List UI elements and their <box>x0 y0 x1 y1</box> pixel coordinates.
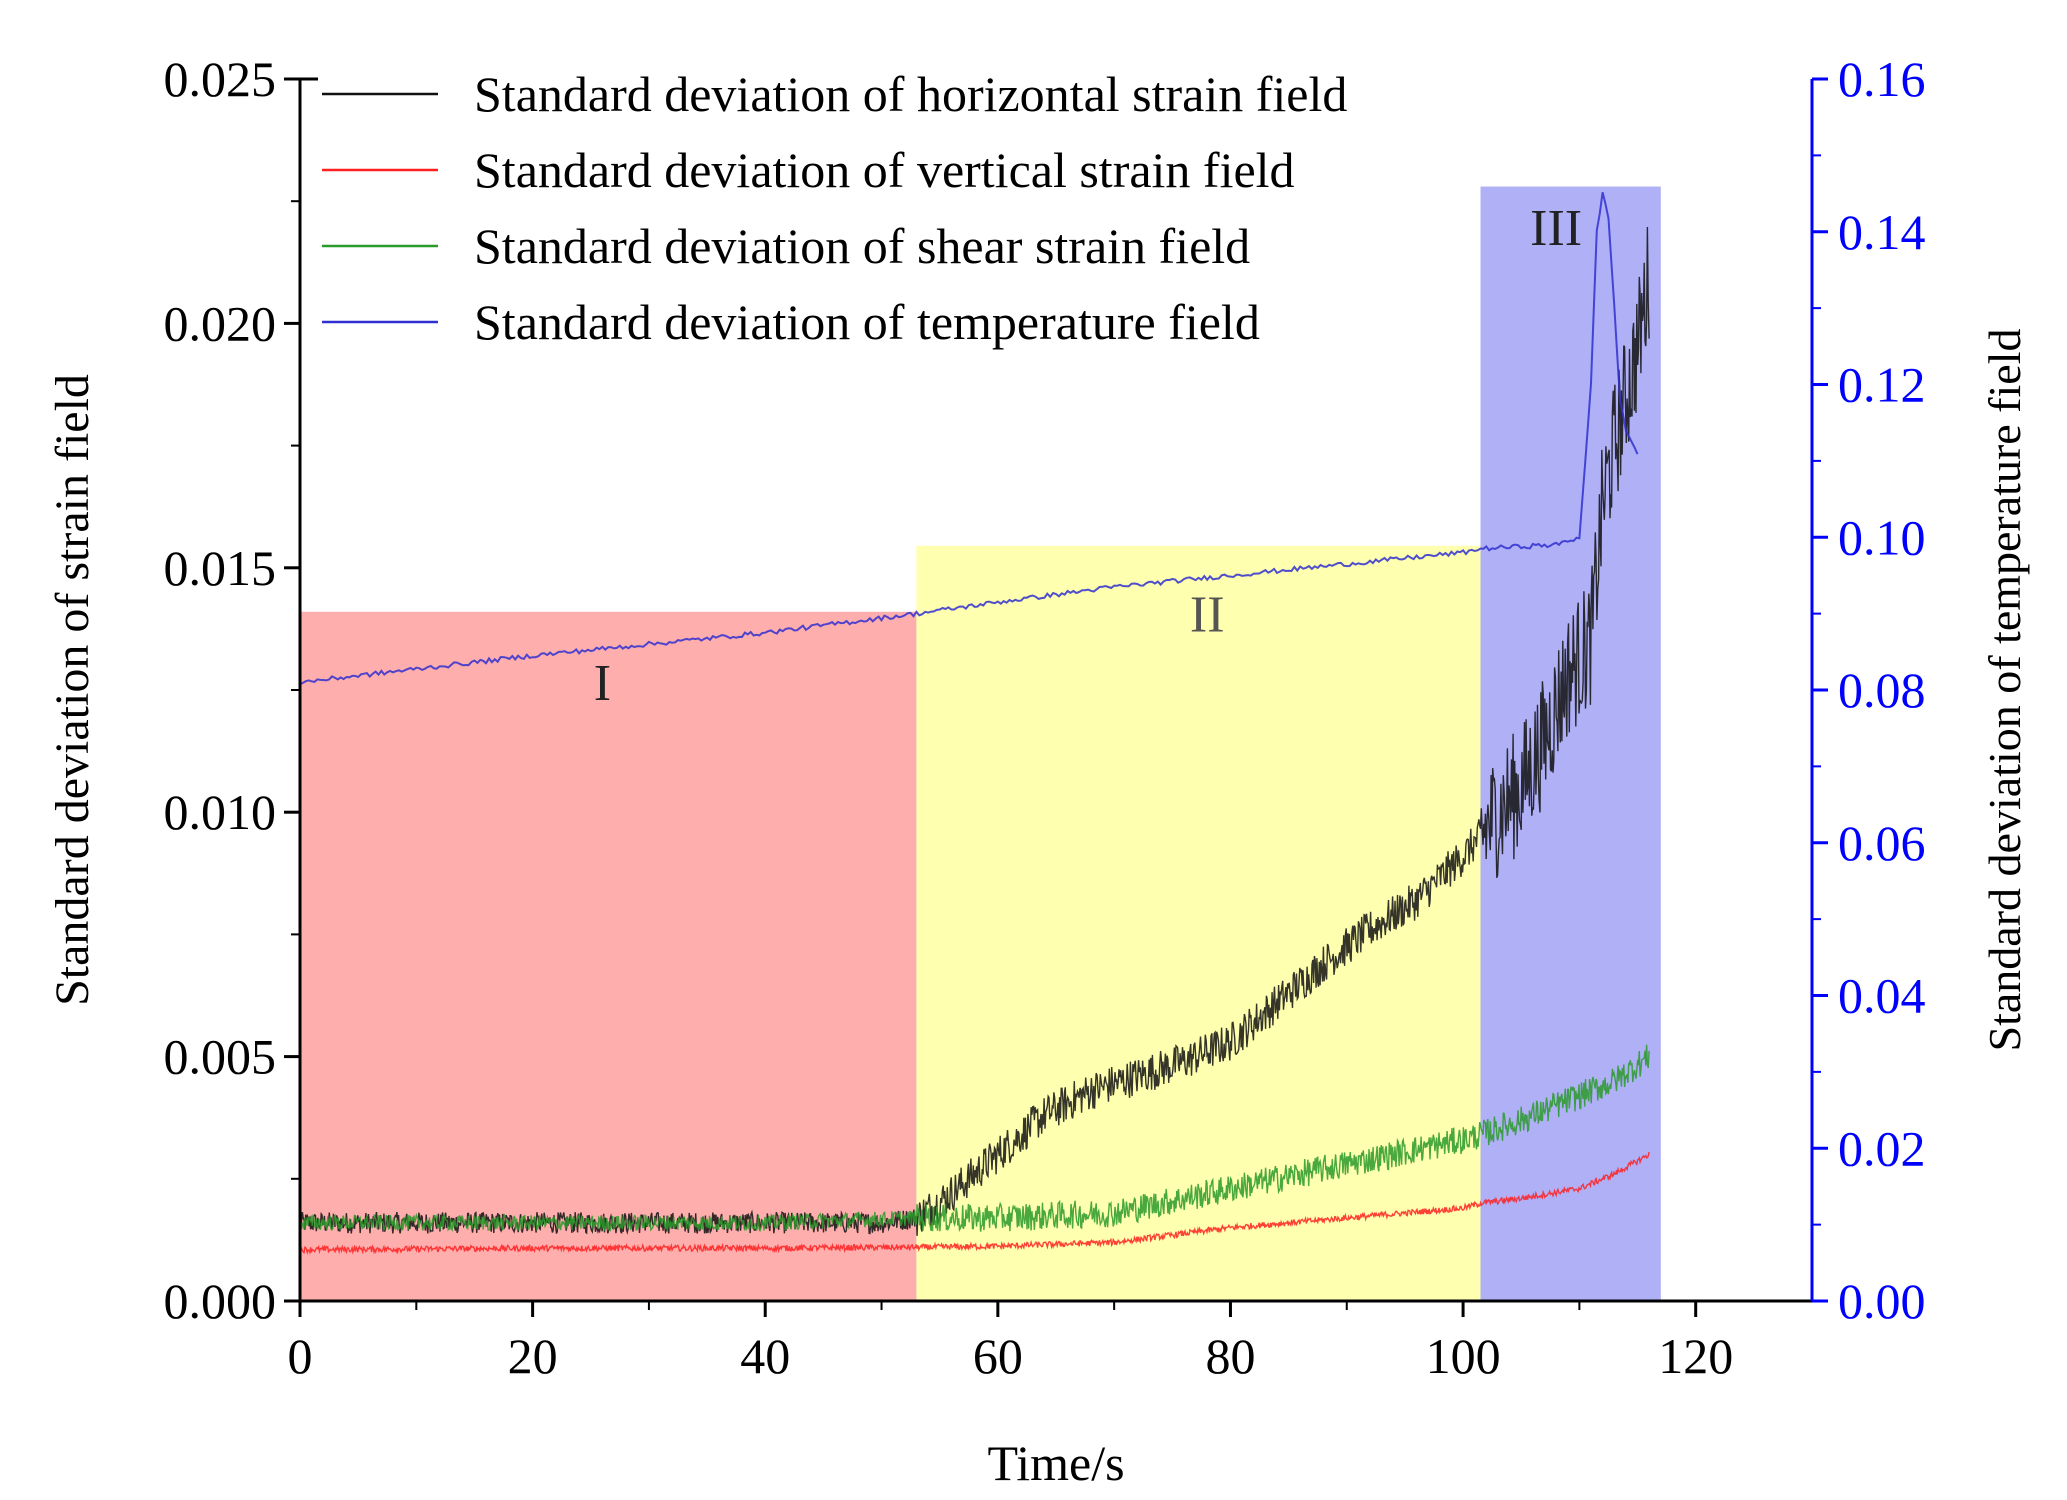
y2-tick-label: 0.04 <box>1838 968 1926 1024</box>
regions-layer <box>300 186 1661 1301</box>
y2-tick-label: 0.10 <box>1838 509 1926 565</box>
y-tick-label: 0.005 <box>164 1029 277 1085</box>
y2-tick-label: 0.12 <box>1838 357 1926 413</box>
y-tick-label: 0.000 <box>164 1273 277 1329</box>
y2-tick-label: 0.00 <box>1838 1273 1926 1329</box>
y2-tick-label: 0.08 <box>1838 662 1926 718</box>
legend-label-4: Standard deviation of temperature field <box>474 294 1260 350</box>
series-layer <box>299 192 1650 1255</box>
y2-tick-label: 0.06 <box>1838 815 1926 871</box>
region-III <box>1480 186 1661 1301</box>
x-tick-label: 120 <box>1658 1328 1733 1384</box>
y-tick-label: 0.025 <box>164 51 277 107</box>
y-axis-label: Standard deviation of strain field <box>46 374 99 1006</box>
x-axis-label: Time/s <box>987 1435 1124 1491</box>
y2-tick-label: 0.14 <box>1838 204 1926 260</box>
x-tick-label: 60 <box>973 1328 1023 1384</box>
region-label-II: II <box>1190 586 1225 643</box>
series-line-3 <box>299 1044 1650 1233</box>
x-tick-label: 80 <box>1205 1328 1255 1384</box>
legend: Standard deviation of horizontal strain … <box>322 66 1347 350</box>
legend-label-2: Standard deviation of vertical strain fi… <box>474 142 1295 198</box>
region-label-III: III <box>1530 200 1582 257</box>
x-tick-label: 100 <box>1426 1328 1501 1384</box>
series-line-2 <box>299 1151 1650 1255</box>
x-tick-label: 20 <box>508 1328 558 1384</box>
y2-tick-label: 0.16 <box>1838 51 1926 107</box>
y2-axis-label: Standard deviation of temperature field <box>1979 329 2030 1052</box>
y-tick-label: 0.010 <box>164 784 277 840</box>
x-tick-label: 40 <box>740 1328 790 1384</box>
region-I <box>300 611 917 1301</box>
y2-tick-label: 0.02 <box>1838 1120 1926 1176</box>
legend-label-3: Standard deviation of shear strain field <box>474 218 1250 274</box>
x-tick-label: 0 <box>288 1328 313 1384</box>
y-tick-label: 0.015 <box>164 540 277 596</box>
legend-label-1: Standard deviation of horizontal strain … <box>474 66 1347 122</box>
y-tick-label: 0.020 <box>164 295 277 351</box>
ticks-layer: 0 20 40 60 80 100 1200.0000.0050.0100.0150.020… <box>164 51 1926 1384</box>
series-line-4 <box>299 192 1639 686</box>
region-label-I: I <box>594 655 611 712</box>
